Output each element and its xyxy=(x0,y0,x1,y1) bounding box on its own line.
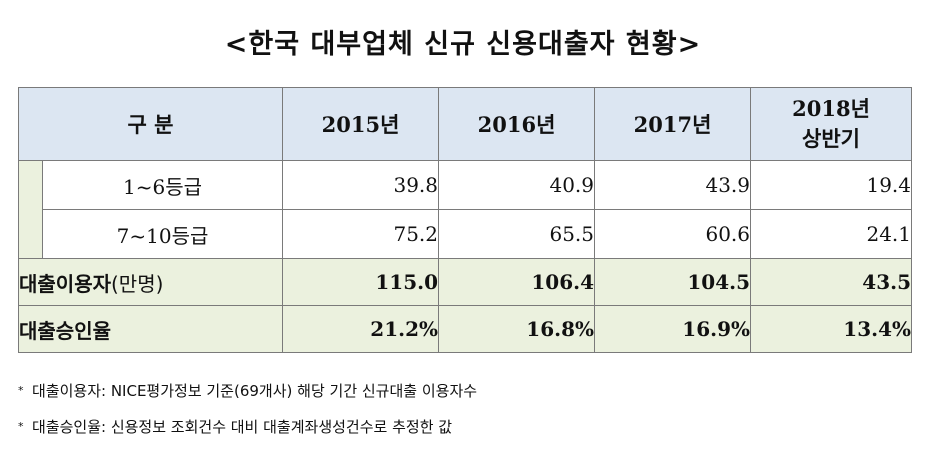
cell-value: 39.8 xyxy=(282,160,440,210)
footnote: * 대출승인율: 신용정보 조회건수 대비 대출계좌생성건수로 추정한 값 xyxy=(18,416,477,452)
rate-value: 21.2% xyxy=(282,305,440,353)
header-year-2017: 2017년 xyxy=(594,87,752,161)
row-label: 1~6등급 xyxy=(41,160,284,210)
cell-value: 75.2 xyxy=(282,209,440,259)
cell-value: 24.1 xyxy=(750,209,913,259)
table-header-row: 구 분 2015년 2016년 2017년 2018년 상반기 xyxy=(17,87,913,161)
footnotes: * 대출이용자: NICE평가정보 기준(69개사) 해당 기간 신규대출 이용자… xyxy=(18,380,477,452)
table-row: 1~6등급 39.8 40.9 43.9 19.4 xyxy=(18,160,913,259)
total-label: 대출이용자(만명) xyxy=(17,258,284,306)
table-row: 7~10등급 75.2 65.5 60.6 24.1 xyxy=(19,209,913,259)
total-unit: (만명) xyxy=(111,271,164,296)
footnote-bullet: * xyxy=(18,384,24,397)
rate-value: 13.4% xyxy=(750,305,913,353)
header-2018-line1: 2018년 xyxy=(792,96,870,121)
total-row: 대출이용자(만명) 115.0 106.4 104.5 43.5 xyxy=(17,258,913,306)
rate-value: 16.9% xyxy=(594,305,752,353)
header-2018-line2: 상반기 xyxy=(802,126,860,151)
cell-value: 19.4 xyxy=(750,160,913,210)
rate-row: 대출승인율 21.2% 16.8% 16.9% 13.4% xyxy=(17,305,913,353)
footnote-text: 대출승인율: 신용정보 조회건수 대비 대출계좌생성건수로 추정한 값 xyxy=(32,418,453,436)
stats-table: 구 분 2015년 2016년 2017년 2018년 상반기 1~6등급 39… xyxy=(17,87,913,353)
header-year-2015: 2015년 xyxy=(282,87,440,161)
cell-value: 65.5 xyxy=(438,209,596,259)
footnote: * 대출이용자: NICE평가정보 기준(69개사) 해당 기간 신규대출 이용자… xyxy=(18,380,477,416)
total-label-text: 대출이용자 xyxy=(19,271,111,296)
page-title: <한국 대부업체 신규 신용대출자 현황> xyxy=(224,29,702,60)
total-value: 104.5 xyxy=(594,258,752,306)
total-value: 43.5 xyxy=(750,258,913,306)
footnote-bullet: * xyxy=(18,420,24,433)
rate-value: 16.8% xyxy=(438,305,596,353)
row-group-stub xyxy=(18,160,43,259)
footnote-text: 대출이용자: NICE평가정보 기준(69개사) 해당 기간 신규대출 이용자수 xyxy=(32,382,478,400)
row-label: 7~10등급 xyxy=(41,209,284,259)
cell-value: 60.6 xyxy=(594,209,752,259)
header-2018-half: 2018년 상반기 xyxy=(750,87,913,161)
total-value: 106.4 xyxy=(438,258,596,306)
header-year-2016: 2016년 xyxy=(438,87,596,161)
rate-label: 대출승인율 xyxy=(17,305,284,353)
total-value: 115.0 xyxy=(282,258,440,306)
cell-value: 43.9 xyxy=(594,160,752,210)
header-category: 구 분 xyxy=(17,87,284,161)
cell-value: 40.9 xyxy=(438,160,596,210)
